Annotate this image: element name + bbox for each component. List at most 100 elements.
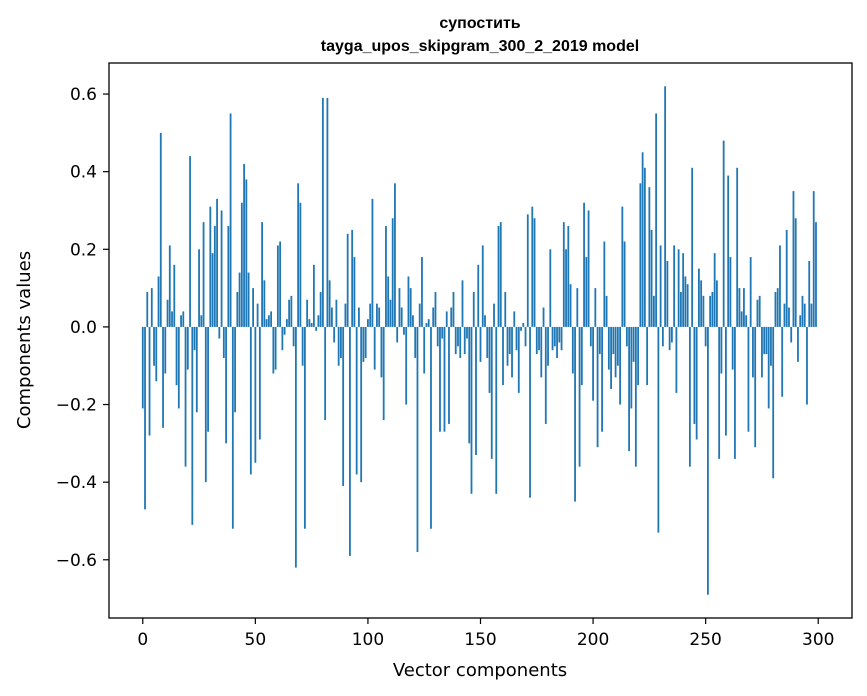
bar bbox=[736, 167, 739, 327]
bar bbox=[387, 276, 390, 327]
bar bbox=[720, 326, 723, 374]
bar bbox=[711, 291, 714, 327]
bar bbox=[788, 307, 790, 327]
bar bbox=[779, 245, 781, 327]
bar bbox=[493, 303, 495, 327]
bar bbox=[745, 315, 748, 327]
bar bbox=[209, 206, 212, 327]
bar bbox=[641, 152, 644, 327]
bar bbox=[556, 326, 558, 358]
bar bbox=[240, 202, 243, 327]
bar bbox=[367, 319, 369, 327]
bar bbox=[810, 303, 813, 327]
bar bbox=[171, 311, 173, 327]
bar bbox=[193, 326, 196, 351]
bar bbox=[738, 288, 741, 327]
bar bbox=[184, 326, 187, 467]
bar bbox=[488, 326, 491, 393]
bar bbox=[565, 249, 567, 327]
bar bbox=[747, 326, 750, 432]
bar bbox=[153, 326, 155, 366]
bar bbox=[400, 307, 403, 327]
bar bbox=[542, 307, 545, 327]
bar bbox=[315, 326, 318, 331]
bar bbox=[276, 245, 279, 327]
bar bbox=[425, 323, 428, 327]
bar bbox=[227, 226, 230, 327]
bar bbox=[299, 202, 302, 327]
bar bbox=[682, 253, 685, 327]
bar bbox=[761, 326, 763, 378]
bar bbox=[812, 191, 815, 327]
bar bbox=[403, 326, 405, 335]
bar bbox=[380, 326, 383, 378]
bar bbox=[623, 241, 626, 327]
bar bbox=[538, 326, 540, 351]
bar bbox=[637, 326, 640, 386]
bar bbox=[731, 326, 734, 370]
bar bbox=[610, 326, 612, 390]
bar bbox=[632, 326, 635, 362]
bar bbox=[396, 326, 399, 343]
x-tick-label: 50 bbox=[245, 630, 267, 650]
bar bbox=[364, 326, 367, 358]
bar bbox=[234, 326, 236, 413]
bar bbox=[225, 326, 227, 444]
bar bbox=[218, 326, 221, 339]
bar bbox=[666, 260, 669, 327]
bar bbox=[247, 272, 250, 327]
bar bbox=[673, 245, 676, 327]
bar bbox=[770, 326, 772, 366]
bar bbox=[342, 326, 345, 487]
bar bbox=[198, 249, 200, 327]
bar bbox=[772, 326, 775, 479]
bar bbox=[331, 307, 333, 327]
bar bbox=[421, 257, 423, 327]
x-tick-label: 200 bbox=[577, 630, 609, 650]
bar bbox=[274, 326, 277, 370]
y-tick-label: 0.4 bbox=[70, 163, 97, 183]
bar bbox=[495, 326, 498, 494]
bar bbox=[704, 326, 707, 347]
bar bbox=[754, 326, 757, 448]
bar bbox=[306, 299, 309, 327]
bar bbox=[713, 253, 716, 327]
bar bbox=[454, 326, 457, 355]
bar bbox=[549, 249, 552, 327]
bar bbox=[718, 326, 721, 459]
bar bbox=[569, 284, 572, 327]
y-tick-label: 0.6 bbox=[70, 85, 97, 105]
bar bbox=[625, 326, 628, 347]
bar bbox=[254, 326, 257, 463]
bar bbox=[407, 276, 410, 327]
bar bbox=[441, 326, 444, 339]
bar bbox=[459, 326, 462, 358]
bar bbox=[481, 245, 484, 327]
bar bbox=[180, 315, 182, 327]
bar bbox=[144, 326, 146, 510]
bar bbox=[562, 222, 565, 327]
bar bbox=[267, 315, 270, 327]
bar bbox=[236, 291, 239, 327]
bar bbox=[279, 241, 282, 327]
bar bbox=[439, 326, 441, 432]
bar bbox=[790, 326, 793, 343]
bar bbox=[475, 326, 477, 455]
bar bbox=[544, 326, 547, 424]
x-axis: 0 50 100 150 200 250 300 bbox=[137, 618, 834, 650]
bar bbox=[355, 326, 358, 475]
bar bbox=[515, 326, 518, 351]
bar bbox=[743, 288, 745, 327]
bar bbox=[765, 326, 768, 355]
bar bbox=[261, 222, 263, 327]
bar bbox=[186, 326, 189, 370]
bar bbox=[655, 113, 658, 327]
bar bbox=[468, 326, 471, 444]
bar bbox=[634, 326, 637, 467]
bar bbox=[385, 226, 387, 327]
bar bbox=[621, 206, 624, 327]
bar bbox=[558, 326, 561, 343]
bar bbox=[792, 191, 795, 327]
bar bbox=[486, 326, 489, 358]
